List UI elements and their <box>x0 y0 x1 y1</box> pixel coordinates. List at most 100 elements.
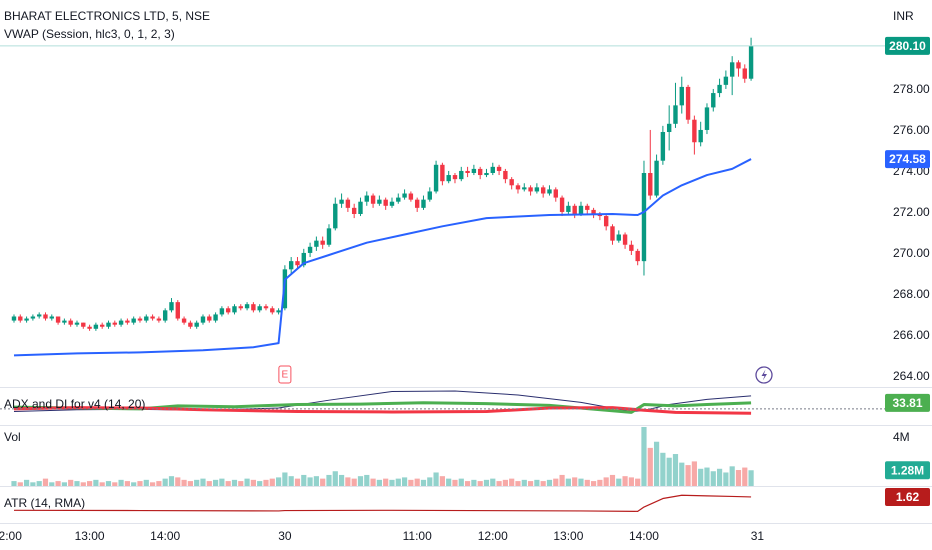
candle-body <box>125 320 130 323</box>
candle-body <box>307 246 313 253</box>
volume-bar <box>124 481 130 486</box>
y-tick-label: 268.00 <box>893 287 930 301</box>
volume-bar <box>288 476 294 486</box>
candle-body <box>591 209 596 214</box>
volume-bar <box>36 481 42 486</box>
candle-body <box>635 250 640 262</box>
candle-body <box>383 199 388 206</box>
candle-body <box>559 197 565 212</box>
candle-body <box>314 240 319 247</box>
candle-body <box>522 187 527 190</box>
candle-body <box>137 318 143 321</box>
volume-bar <box>471 479 477 486</box>
volume-bar <box>395 478 401 486</box>
candle-body <box>603 216 609 227</box>
candle-body <box>629 244 634 251</box>
pane <box>13 494 752 512</box>
x-tick-label: 14:00 <box>150 529 180 543</box>
volume-bar <box>282 472 288 486</box>
volume-bar <box>704 467 710 486</box>
candle-body <box>496 166 502 171</box>
volume-bar <box>408 479 414 486</box>
volume-bar <box>446 478 452 486</box>
volume-bar <box>301 474 307 486</box>
candle-body <box>150 316 155 319</box>
earnings-marker <box>278 365 292 384</box>
candle-body <box>503 170 508 180</box>
pane <box>11 426 754 486</box>
indicator-line <box>13 494 752 512</box>
volume-bar <box>370 478 376 486</box>
volume-bar <box>225 481 231 486</box>
volume-bar <box>30 482 36 486</box>
volume-bar <box>42 478 49 486</box>
volume-bar <box>55 481 61 486</box>
candle-body <box>748 45 754 79</box>
volume-bar <box>414 478 420 486</box>
candle-body <box>578 205 584 214</box>
volume-bar <box>578 478 584 486</box>
last-price-label: 280.10 <box>889 39 926 53</box>
candle-body <box>156 318 162 321</box>
volume-bar <box>553 478 559 486</box>
volume-bar <box>351 478 357 486</box>
candle-body <box>553 189 558 198</box>
candle-body <box>364 195 369 202</box>
volume-bar <box>698 468 704 486</box>
volume-bar <box>332 471 338 486</box>
candle-body <box>402 193 407 198</box>
candle-body <box>106 322 111 327</box>
lightning-icon <box>761 369 767 381</box>
candle-body <box>440 164 445 182</box>
volume-bar <box>326 474 332 486</box>
candle-body <box>295 261 300 266</box>
volume-bar <box>131 482 137 486</box>
candle-body <box>679 86 684 106</box>
candle-body <box>547 189 552 194</box>
volume-bar <box>609 474 616 486</box>
candle-body <box>43 314 48 319</box>
volume-bar <box>376 479 382 486</box>
candle-body <box>654 160 659 196</box>
volume-bar <box>11 481 17 486</box>
volume-bar <box>653 441 660 486</box>
candle-body <box>169 302 174 311</box>
candle-body <box>276 310 281 313</box>
volume-bar <box>257 481 263 486</box>
volume-bar <box>338 474 345 486</box>
candle-body <box>225 308 231 313</box>
volume-bar <box>584 479 590 486</box>
volume-bar <box>231 479 238 486</box>
candle-body <box>81 322 86 327</box>
y-tick-label: 278.00 <box>893 82 930 96</box>
volume-bar <box>458 478 464 486</box>
volume-bar <box>80 482 86 486</box>
volume-bar <box>143 479 149 486</box>
candle-body <box>610 226 615 241</box>
volume-bar <box>603 477 609 486</box>
candle-body <box>339 199 344 204</box>
candle-body <box>24 318 29 321</box>
candle-body <box>484 173 489 176</box>
candle-body <box>219 308 225 315</box>
candle-body <box>465 170 470 174</box>
candle-body <box>698 129 703 143</box>
candle-body <box>377 199 382 204</box>
candle-body <box>704 107 710 130</box>
candle-body <box>370 195 376 204</box>
indicator-value-label: 1.62 <box>896 490 920 504</box>
y-tick-label: 276.00 <box>893 123 930 137</box>
volume-bar <box>149 482 156 486</box>
volume-bar <box>464 481 471 486</box>
candle-body <box>188 322 193 327</box>
candle-body <box>421 199 426 208</box>
candle-body <box>11 316 17 321</box>
candle-body <box>666 123 672 133</box>
candle-body <box>251 304 256 311</box>
volume-bar <box>320 478 326 486</box>
candle-body <box>288 261 294 270</box>
last-price-label-box <box>885 36 930 55</box>
candle-body <box>244 304 250 309</box>
volume-bar <box>433 472 439 486</box>
candle-body <box>162 310 168 321</box>
